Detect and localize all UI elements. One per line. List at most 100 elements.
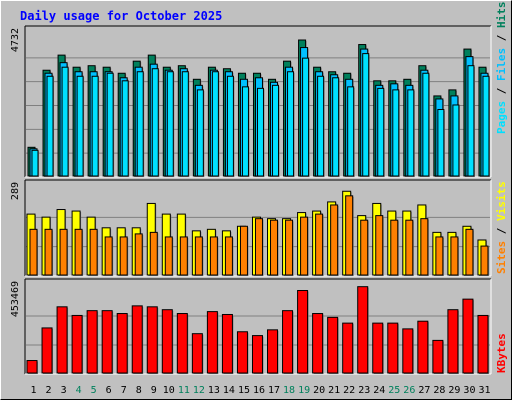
pages-bar [422, 72, 430, 177]
x-tick-label: 6 [106, 385, 112, 396]
sites-bar [405, 219, 414, 276]
x-tick-label: 26 [403, 385, 415, 396]
legend-visits: Visits [495, 181, 508, 221]
legend-top: Pages / Files / Hits [495, 2, 508, 135]
pages-bar [347, 86, 355, 177]
pages-bar [106, 72, 114, 177]
sites-bar [209, 236, 218, 276]
kbytes-bar [131, 305, 143, 374]
sites-bar [465, 228, 474, 276]
x-tick-label: 11 [178, 385, 190, 396]
pages-bar [46, 75, 54, 177]
y-max-label-3: 453469 [10, 281, 21, 317]
sites-bar [375, 215, 384, 276]
sites-bar [480, 245, 489, 276]
sites-bar [179, 236, 188, 276]
sites-bar [390, 219, 399, 276]
kbytes-bar [417, 320, 429, 374]
x-tick-label: 4 [76, 385, 82, 396]
pages-bar [61, 66, 69, 177]
kbytes-bar [236, 331, 248, 374]
sites-bar [194, 236, 203, 276]
x-tick-label: 10 [163, 385, 175, 396]
pages-bar [482, 75, 490, 177]
y-max-label-2: 289 [10, 182, 21, 200]
pages-bar [452, 104, 460, 177]
x-tick-label: 16 [253, 385, 265, 396]
kbytes-bar [161, 309, 173, 374]
kbytes-bar [327, 316, 339, 374]
x-tick-label: 9 [151, 385, 157, 396]
pages-bar [226, 75, 234, 177]
legend-bottom: KBytes [495, 333, 508, 373]
legend-hits: Hits [495, 2, 508, 29]
legend-separator: / [495, 221, 508, 241]
kbytes-bar [86, 310, 98, 374]
pages-bar [181, 71, 189, 177]
x-tick-label: 13 [208, 385, 220, 396]
sites-bar [44, 228, 53, 276]
pages-bar [91, 75, 99, 177]
pages-bar [407, 89, 415, 177]
pages-bar [196, 89, 204, 177]
pages-bar [211, 71, 219, 177]
kbytes-bar [41, 327, 53, 374]
kbytes-bar [206, 311, 218, 374]
sites-bar [119, 236, 128, 276]
kbytes-bar [251, 335, 263, 374]
sites-bar [435, 236, 444, 276]
sites-bar [330, 204, 339, 276]
x-tick-label: 19 [298, 385, 310, 396]
pages-bar [332, 77, 340, 177]
sites-bar [134, 233, 143, 276]
pages-bar [272, 84, 280, 177]
legend-kbytes: KBytes [495, 333, 508, 373]
kbytes-bar [462, 298, 474, 374]
sites-bar [164, 236, 173, 276]
x-tick-label: 12 [193, 385, 205, 396]
pages-bar [302, 57, 310, 177]
kbytes-bar [357, 286, 369, 374]
pages-bar [151, 68, 159, 177]
x-tick-label: 5 [91, 385, 97, 396]
pages-bar [166, 71, 174, 177]
legend-files: Files [495, 48, 508, 81]
kbytes-bar [221, 313, 233, 374]
legend-separator: / [495, 28, 508, 48]
sites-bar [420, 218, 429, 276]
x-tick-label: 24 [373, 385, 385, 396]
pages-bar [136, 71, 144, 177]
pages-bar [31, 149, 39, 177]
sites-bar [450, 236, 459, 276]
kbytes-bar [101, 310, 113, 374]
kbytes-bar [477, 314, 489, 374]
sites-bar [89, 228, 98, 276]
sites-bar [74, 228, 83, 276]
x-tick-label: 8 [136, 385, 142, 396]
kbytes-bar [267, 329, 279, 374]
chart-title: Daily usage for October 2025 [20, 9, 223, 23]
kbytes-bar [447, 309, 459, 374]
pages-bar [317, 75, 325, 177]
kbytes-bar [116, 313, 128, 374]
pages-bar [121, 80, 129, 177]
sites-bar [254, 218, 263, 276]
y-max-label-1: 4732 [10, 28, 21, 52]
kbytes-bar [297, 290, 309, 374]
kbytes-bar [56, 306, 68, 374]
kbytes-bar [71, 314, 83, 374]
legend-pages: Pages [495, 101, 508, 134]
pages-bar [287, 71, 295, 177]
x-tick-label: 25 [388, 385, 400, 396]
kbytes-bar [387, 322, 399, 374]
pages-bar [76, 75, 84, 177]
kbytes-bar [191, 333, 203, 374]
x-tick-label: 15 [238, 385, 250, 396]
pages-bar [392, 89, 400, 177]
legend-separator: / [495, 81, 508, 101]
sites-bar [300, 216, 309, 276]
x-tick-label: 21 [328, 385, 340, 396]
x-tick-label: 30 [463, 385, 475, 396]
kbytes-bar [26, 360, 38, 374]
